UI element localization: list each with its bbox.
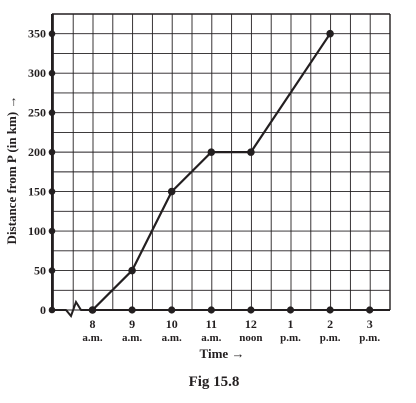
x-axis-break	[52, 299, 390, 318]
x-tick-period: p.m.	[320, 332, 341, 344]
x-tick-marker	[326, 306, 334, 314]
y-tick-label: 100	[28, 224, 46, 238]
y-tick-labels: 0 50 100 150 200 250 300 350	[28, 27, 56, 317]
y-tick-label: 50	[34, 264, 46, 278]
data-point	[167, 187, 176, 196]
x-tick-hour: 3	[367, 317, 373, 331]
y-tick-label: 250	[28, 106, 46, 120]
x-tick-hour: 11	[206, 317, 217, 331]
x-tick-marker	[207, 306, 215, 314]
data-point	[326, 29, 334, 38]
data-point	[207, 148, 216, 156]
x-tick-hour: 12	[245, 317, 257, 331]
y-tick-marker	[48, 267, 56, 274]
x-axis-label: Time →	[200, 346, 245, 361]
x-tick-hour: 9	[129, 317, 135, 331]
x-tick-period: a.m.	[201, 332, 221, 344]
x-tick-marker	[128, 306, 136, 314]
data-point	[128, 266, 136, 275]
y-tick-label: 200	[28, 145, 46, 159]
x-tick-period: p.m.	[359, 332, 380, 344]
x-tick-marker	[247, 306, 255, 314]
x-tick-period: a.m.	[82, 332, 102, 344]
x-tick-labels: 8a.m.9a.m.10a.m.11a.m.12noon1p.m.2p.m.3p…	[82, 306, 380, 344]
series	[88, 29, 334, 314]
x-tick-marker	[286, 306, 295, 314]
y-tick-label: 150	[28, 185, 46, 199]
x-tick-hour: 8	[90, 317, 96, 331]
y-tick-marker	[48, 30, 56, 38]
data-point	[247, 148, 255, 156]
y-tick-marker	[48, 148, 56, 156]
data-point	[88, 306, 97, 314]
x-tick-hour: 2	[327, 317, 333, 331]
y-tick-marker	[48, 188, 56, 195]
x-tick-period: a.m.	[122, 332, 142, 344]
y-axis-label: Distance from P (in km) →	[4, 96, 19, 245]
axes	[51, 13, 391, 318]
series-line	[91, 33, 332, 311]
grid	[52, 13, 391, 311]
x-tick-marker	[168, 306, 176, 314]
origin-marker	[48, 306, 56, 314]
y-tick-label: 300	[28, 66, 46, 80]
y-tick-marker	[48, 109, 56, 116]
y-tick-marker	[48, 227, 56, 235]
x-tick-period: p.m.	[280, 332, 301, 344]
x-tick-hour: 10	[166, 317, 178, 331]
x-tick-period: a.m.	[162, 332, 182, 344]
y-tick-marker	[48, 69, 56, 77]
y-tick-label: 350	[28, 27, 46, 41]
figure-caption: Fig 15.8	[189, 374, 240, 390]
x-tick-marker	[366, 306, 374, 314]
x-tick-period: noon	[239, 332, 262, 344]
x-tick-hour: 1	[288, 317, 294, 331]
y-tick-label: 0	[40, 303, 46, 317]
